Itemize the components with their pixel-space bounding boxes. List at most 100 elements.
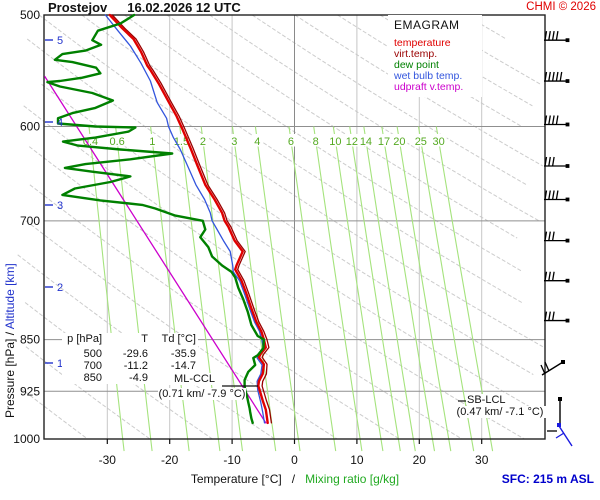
wind-barb-feather <box>544 190 548 200</box>
mixing-ratio-line <box>396 126 452 452</box>
table-cell: 850 <box>83 372 102 384</box>
mixing-ratio-line <box>115 126 153 452</box>
mixing-ratio-line <box>363 126 416 452</box>
wind-barb-feather <box>544 115 548 125</box>
table-cell: 700 <box>83 360 102 372</box>
dry-adiabat-line <box>251 14 527 186</box>
dry-adiabat-line <box>20 387 88 440</box>
table-cell: -35.9 <box>170 348 196 360</box>
wind-barb-feather <box>551 71 555 82</box>
mixing-label-bg <box>357 134 375 147</box>
mixing-ratio-line <box>381 126 436 452</box>
dew-point-curve <box>46 13 266 425</box>
x-axis-title-mixing-ratio: Mixing ratio [g/kg] <box>305 472 400 486</box>
chart-legend: EMAGRAM temperature virt.temp. dew point we… <box>388 15 482 97</box>
pressure-tick-label: 850 <box>20 333 40 347</box>
mixing-label-bg <box>327 134 344 147</box>
wind-barb-feather <box>544 31 548 41</box>
wind-barb-feather <box>548 115 551 125</box>
table-header: T <box>141 333 148 345</box>
table-header: p [hPa] <box>67 333 102 345</box>
mixing-ratio-label: 20 <box>393 136 405 148</box>
dry-adiabat-line <box>23 105 525 440</box>
mixing-label-bg <box>412 134 429 147</box>
wind-barb-feather <box>548 271 551 281</box>
dry-adiabat-line <box>26 38 534 376</box>
mixing-label-bg <box>105 134 129 147</box>
mixing-ratio-line <box>349 126 401 452</box>
legend-title: EMAGRAM <box>394 18 460 32</box>
altitude-tick-label: 2 <box>57 282 63 294</box>
mixing-ratio-line <box>332 126 384 452</box>
altitude-tick-label: 3 <box>57 200 63 212</box>
wind-barb-feather <box>544 231 548 241</box>
mixing-ratio-line <box>150 126 190 452</box>
x-axis-tick-label: 30 <box>475 453 489 467</box>
table-row: 500 -29.6 -35.9 <box>62 348 198 360</box>
wind-barb-feather <box>551 231 555 241</box>
table-cell: 500 <box>83 348 102 360</box>
mixing-ratio-label: 12 <box>346 136 358 148</box>
pressure-tick-label: 600 <box>20 120 40 134</box>
mixing-label-bg <box>391 134 408 147</box>
barb-935hpa-square <box>558 397 562 401</box>
wind-barb-square <box>565 197 570 202</box>
x-axis-tick-label: -10 <box>223 453 241 467</box>
mixing-label-bg <box>310 134 321 147</box>
wind-barb-square <box>565 164 570 168</box>
legend-items: temperature virt.temp. dew point wet bulb t… <box>394 38 478 93</box>
wind-barb-feather <box>548 231 551 241</box>
wind-barb-square <box>565 79 570 83</box>
wind-barb-feather <box>548 71 551 82</box>
wind-barb-feather <box>551 156 555 167</box>
wind-barb-feather <box>551 190 555 200</box>
mixing-ratio-label: 10 <box>329 136 341 148</box>
altitude-tick-label: 1 <box>57 358 63 370</box>
wind-barb-square <box>565 122 570 127</box>
dry-adiabat-line <box>81 14 523 303</box>
table-cell: -29.6 <box>122 348 148 360</box>
mixing-label-bg <box>147 134 158 147</box>
wind-barb-feather <box>548 156 551 167</box>
surface-wind-barb-shaft <box>558 425 573 447</box>
wind-barb-feather <box>548 311 551 321</box>
sounding-datetime: 16.02.2026 12 UTC <box>127 0 241 15</box>
wind-barb-feather <box>548 31 551 41</box>
legend-item-temperature: temperature <box>394 37 451 49</box>
mixing-ratio-label: 4 <box>254 136 260 148</box>
dry-adiabat-line <box>209 14 540 222</box>
mixing-ratio-line <box>231 126 277 452</box>
x-axis-title-separator: / <box>291 472 296 486</box>
wind-barb-feather <box>551 311 555 321</box>
legend-item-wet-bulb-temp-: wet bulb temp. <box>394 70 463 82</box>
mixing-ratio-line <box>88 126 125 452</box>
mixing-label-bg <box>430 134 447 147</box>
wind-barb-feather <box>544 156 548 167</box>
station-name: Prostejov <box>48 0 108 15</box>
wind-barb-feather <box>551 31 555 41</box>
mixing-label-bg <box>375 134 393 147</box>
altitude-tick-label: 4 <box>57 117 63 129</box>
mixing-label-bg <box>229 134 240 147</box>
copyright-notice: CHMI © 2026 <box>526 1 596 13</box>
wind-barb-square <box>565 318 570 323</box>
wind-barb-feather <box>555 190 559 200</box>
dry-adiabat-line <box>28 146 463 440</box>
wind-barb-square <box>565 38 570 43</box>
wind-barb-feather <box>555 115 559 125</box>
dry-adiabat-line <box>422 14 541 85</box>
mixing-ratio-label: 3 <box>231 136 237 148</box>
wind-barb-feather <box>555 31 559 41</box>
dry-adiabat-line <box>124 14 522 272</box>
wind-barb-feather <box>559 71 563 82</box>
table-header: Td [°C] <box>161 333 196 345</box>
mixing-label-bg <box>198 134 208 147</box>
barb-885hpa-shaft <box>541 361 564 376</box>
table-cell: -14.7 <box>170 360 196 372</box>
x-axis-tick-label: 0 <box>291 453 298 467</box>
mixing-ratio-line <box>313 126 363 452</box>
x-axis-title-temperature: Temperature [°C] <box>190 472 282 486</box>
wind-barb-square <box>565 278 570 283</box>
dry-adiabat-line <box>41 83 543 415</box>
barb-885hpa-feather <box>540 364 546 375</box>
